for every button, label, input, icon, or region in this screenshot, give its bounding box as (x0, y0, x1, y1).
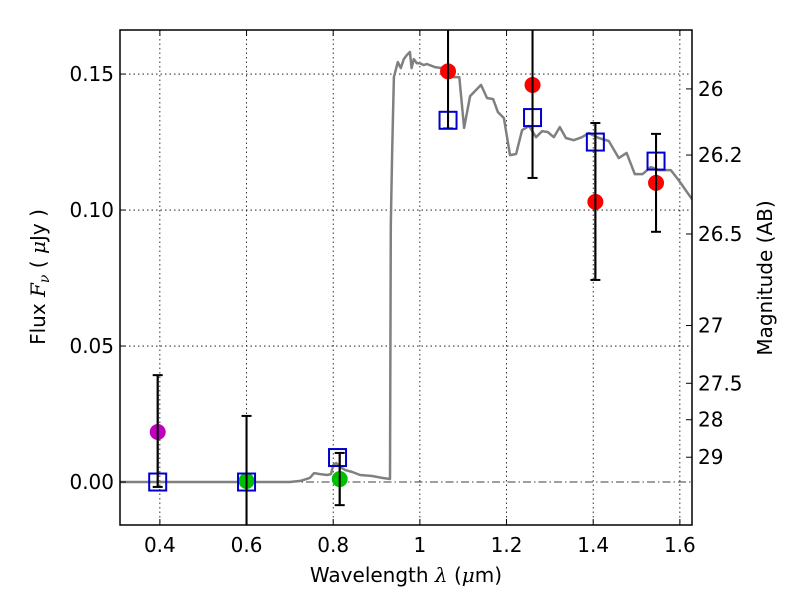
y-tick-label: 0.10 (69, 198, 114, 222)
x-tick-label: 1.4 (577, 533, 609, 557)
magnitude-axis: 26 26.2 26.5 27 27.5 28 29 (686, 77, 743, 469)
mag-tick-label: 26.2 (698, 143, 743, 167)
plot-layer (120, 30, 692, 525)
x-axis: 0.4 0.6 0.8 1 1.2 1.4 1.6 (144, 30, 696, 557)
y-label-mu: μ (26, 241, 50, 254)
x-tick-label: 0.6 (231, 533, 263, 557)
mag-tick-label: 26.5 (698, 222, 743, 246)
y-label-nu: ν (37, 274, 53, 283)
x-tick-label: 0.8 (317, 533, 349, 557)
mag-tick-label: 26 (698, 77, 723, 101)
y-axis: 0.00 0.05 0.10 0.15 (69, 62, 126, 494)
x-tick-label: 1 (413, 533, 426, 557)
x-label-mu: μ (462, 563, 475, 587)
x-tick-label: 1.2 (491, 533, 523, 557)
mag-tick-label: 27 (698, 314, 723, 338)
y-axis-label: Flux Fν ( μJy ) (26, 209, 53, 345)
x-label-text: Wavelength (310, 563, 435, 587)
mag-tick-label: 28 (698, 408, 723, 432)
x-tick-label: 1.6 (664, 533, 696, 557)
y-tick-label: 0.15 (69, 62, 114, 86)
y-label-paren: ( (26, 254, 50, 275)
y-tick-label: 0.05 (69, 334, 114, 358)
x-axis-label: Wavelength λ (μm) (310, 563, 502, 587)
mag-tick-label: 29 (698, 445, 723, 469)
grid (120, 30, 692, 525)
plot-frame (119, 29, 693, 526)
right-y-axis-label: Magnitude (AB) (753, 200, 777, 355)
x-label-lambda: λ (434, 563, 448, 587)
mag-tick-label: 27.5 (698, 371, 743, 395)
x-label-unit-close: m) (475, 563, 502, 587)
y-label-text: Flux (26, 297, 50, 345)
y-label-F: F (26, 282, 50, 298)
y-label-unit: Jy ) (26, 209, 50, 243)
y-tick-label: 0.00 (69, 470, 114, 494)
x-tick-label: 0.4 (144, 533, 176, 557)
model-point (328, 448, 348, 468)
x-label-unit-open: ( (448, 563, 462, 587)
